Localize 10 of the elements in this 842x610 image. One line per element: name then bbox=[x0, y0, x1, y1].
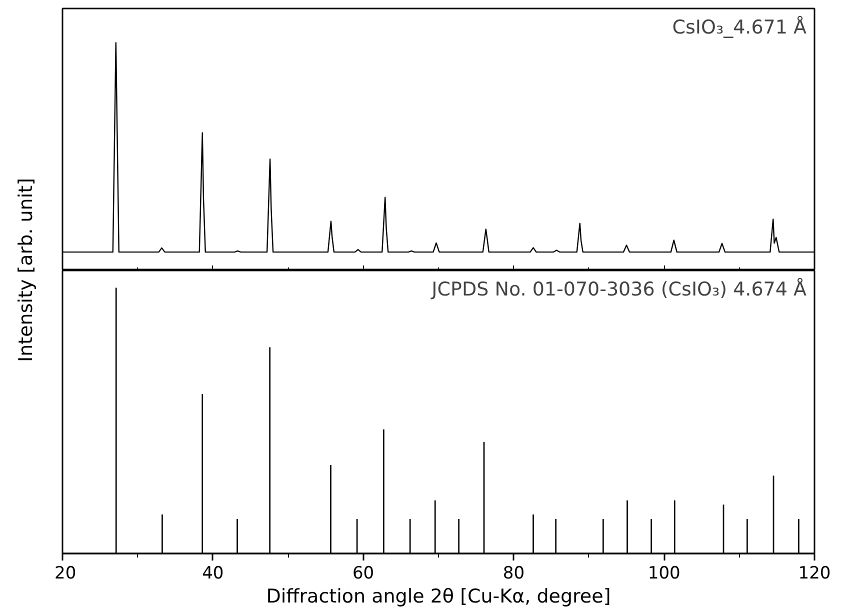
text: CsIO₃_4.671 Å bbox=[672, 16, 807, 38]
x-tick-label: 60 bbox=[352, 564, 374, 584]
x-tick-label: 100 bbox=[648, 564, 680, 584]
x-axis-title: Diffraction angle 2θ [Cu-Kα, degree] bbox=[266, 586, 611, 608]
y-axis-title: Intensity [arb. unit] bbox=[14, 178, 38, 362]
x-tick-label: 80 bbox=[502, 564, 525, 584]
x-tick-label: 20 bbox=[54, 564, 76, 584]
x-tick-label: 40 bbox=[202, 564, 224, 584]
annotation: JCPDS No. 01-070-3036 (CsIO₃) 4.674 Å bbox=[430, 278, 807, 300]
x-tick-label: 120 bbox=[798, 564, 831, 584]
